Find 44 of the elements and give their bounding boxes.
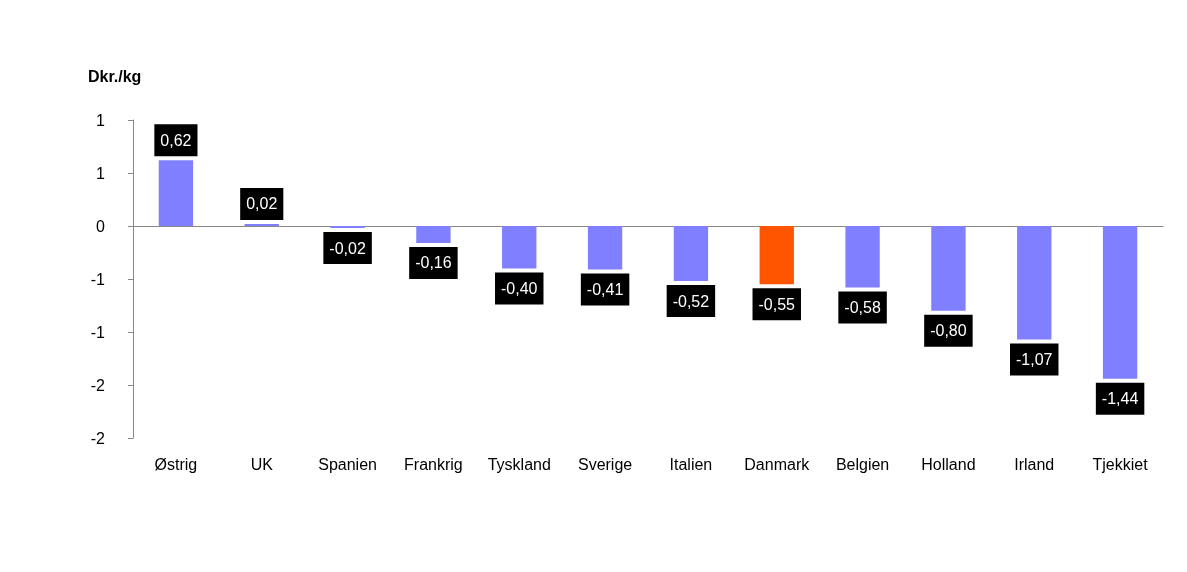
data-label: -0,58 bbox=[844, 298, 881, 316]
bar bbox=[759, 226, 794, 285]
y-tick-label: -2 bbox=[90, 376, 106, 394]
data-label: -0,40 bbox=[501, 279, 538, 297]
bar bbox=[1102, 226, 1138, 379]
bar bbox=[502, 226, 537, 269]
y-tick-label: -1 bbox=[90, 270, 106, 288]
x-tick-label: Tjekkiet bbox=[1092, 455, 1149, 473]
data-label: -1,07 bbox=[1016, 350, 1053, 368]
bar bbox=[330, 226, 365, 229]
y-tick-label: 1 bbox=[96, 111, 106, 129]
data-label: 0,62 bbox=[160, 131, 192, 149]
bar bbox=[1017, 226, 1052, 340]
x-tick-label: Holland bbox=[921, 455, 976, 473]
bar bbox=[416, 226, 451, 243]
x-tick-label: Italien bbox=[669, 455, 713, 473]
bar bbox=[587, 226, 623, 270]
data-label: 0,02 bbox=[246, 195, 278, 213]
data-label: -0,80 bbox=[930, 322, 967, 340]
y-tick-label: 0 bbox=[96, 217, 106, 235]
y-tick-label: -1 bbox=[90, 323, 106, 341]
data-label: -0,52 bbox=[672, 292, 710, 310]
bar bbox=[673, 226, 709, 282]
bar bbox=[158, 160, 194, 226]
y-axis-title: Dkr./kg bbox=[88, 67, 142, 85]
x-tick-label: Sverige bbox=[577, 455, 633, 473]
data-label: -0,16 bbox=[415, 254, 452, 272]
x-tick-label: Belgien bbox=[835, 455, 890, 473]
bar bbox=[931, 226, 966, 311]
y-tick-label: -2 bbox=[90, 429, 106, 447]
x-tick-label: Frankrig bbox=[404, 455, 463, 473]
data-label: -0,41 bbox=[586, 280, 624, 298]
bar bbox=[845, 226, 880, 288]
x-tick-label: Irland bbox=[1014, 455, 1055, 473]
x-tick-label: UK bbox=[250, 455, 274, 473]
x-tick-label: Østrig bbox=[154, 455, 198, 473]
data-label: -1,44 bbox=[1101, 390, 1139, 408]
x-tick-label: Danmark bbox=[744, 455, 811, 473]
data-label: -0,55 bbox=[758, 295, 796, 313]
data-label: -0,02 bbox=[329, 239, 366, 257]
x-tick-label: Spanien bbox=[318, 455, 377, 473]
x-tick-label: Tyskland bbox=[487, 455, 551, 473]
bar bbox=[244, 223, 279, 226]
y-tick-label: 1 bbox=[96, 164, 106, 182]
